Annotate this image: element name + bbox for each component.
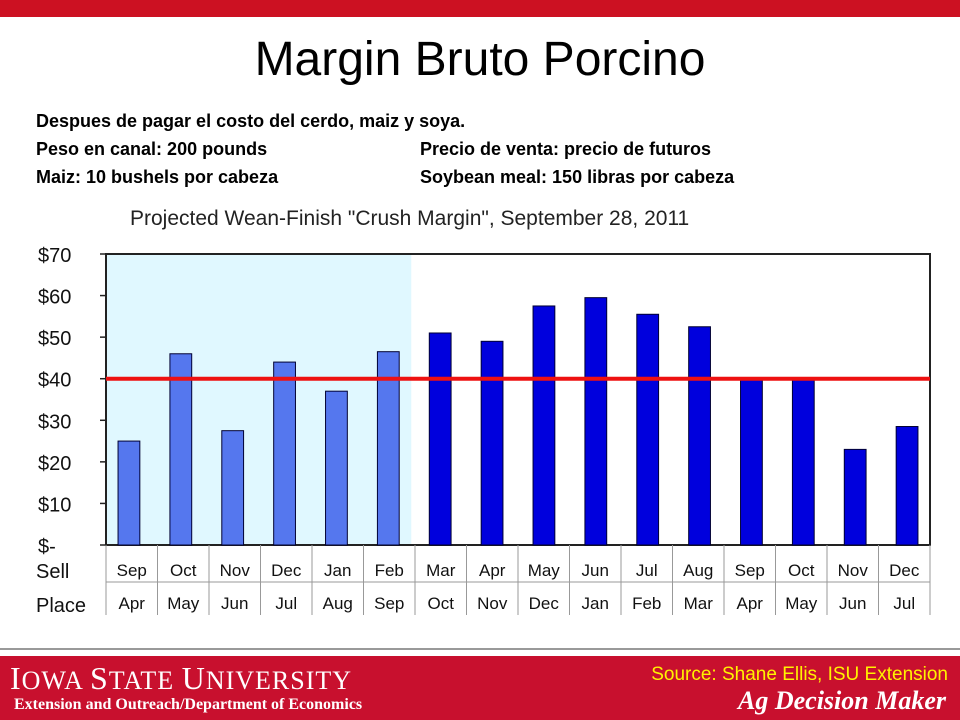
top-accent-bar <box>0 0 960 17</box>
sell-month-label: Feb <box>375 561 404 580</box>
subtitle-sale-price: Precio de venta: precio de futuros <box>420 139 712 159</box>
subtitle-carcass-weight: Peso en canal: 200 pounds <box>36 139 268 159</box>
historical-bar <box>117 440 141 546</box>
subtitle-line-1: Despues de pagar el costo del cerdo, mai… <box>36 111 466 131</box>
sell-month-label: Dec <box>271 561 302 580</box>
chart-title: Projected Wean-Finish "Crush Margin", Se… <box>130 207 689 230</box>
sell-month-label: Jun <box>582 561 609 580</box>
place-month-label: Jan <box>582 594 609 613</box>
place-month-label: Aug <box>323 594 353 613</box>
sell-month-label: Aug <box>683 561 713 580</box>
projected-bar <box>688 326 711 546</box>
projected-bar <box>843 448 867 546</box>
place-month-label: Jul <box>893 594 915 613</box>
place-month-label: May <box>167 594 200 613</box>
ag-decision-maker-brand: Ag Decision Maker <box>738 686 946 715</box>
projected-bar <box>740 378 763 546</box>
place-row-label: Place <box>36 595 86 617</box>
historical-bar <box>221 430 245 546</box>
y-tick-label: $30 <box>38 411 71 433</box>
slide-title: Margin Bruto Porcino <box>254 33 706 86</box>
y-tick-label: $50 <box>38 328 71 350</box>
historical-region-shade <box>106 254 412 545</box>
place-month-label: Oct <box>428 594 455 613</box>
sell-month-label: May <box>528 561 561 580</box>
footer-divider <box>0 648 960 650</box>
place-month-label: Apr <box>737 594 764 613</box>
projected-bar <box>584 297 608 546</box>
y-tick-label: $60 <box>38 287 71 309</box>
place-month-label: Nov <box>477 594 508 613</box>
iowa-state-university-logo: IOWA STATE UNIVERSITY <box>10 660 353 696</box>
place-month-label: Mar <box>684 594 714 613</box>
place-month-label: Jun <box>221 594 248 613</box>
historical-bar <box>273 361 296 546</box>
projected-bar <box>532 305 556 546</box>
footer-band: IOWA STATE UNIVERSITY Extension and Outr… <box>0 656 960 720</box>
projected-bar <box>636 313 660 546</box>
sell-month-label: Nov <box>220 561 251 580</box>
sell-month-label: Jul <box>636 561 658 580</box>
sell-row-label: Sell <box>36 561 69 583</box>
subtitle-soybean-meal: Soybean meal: 150 libras por cabeza <box>420 167 735 187</box>
place-month-label: Dec <box>529 594 560 613</box>
place-month-label: Feb <box>632 594 661 613</box>
place-month-label: Apr <box>119 594 146 613</box>
sell-month-label: Mar <box>426 561 456 580</box>
y-tick-label: $10 <box>38 494 71 516</box>
sell-month-label: Sep <box>117 561 147 580</box>
historical-bar <box>376 351 400 546</box>
historical-bar <box>169 353 193 546</box>
sell-month-label: Apr <box>479 561 506 580</box>
crush-margin-chart: Projected Wean-Finish "Crush Margin", Se… <box>0 190 960 630</box>
y-tick-label: $40 <box>38 370 71 392</box>
source-credit: Source: Shane Ellis, ISU Extension <box>651 664 948 685</box>
projected-bar <box>791 378 815 546</box>
department-label: Extension and Outreach/Department of Eco… <box>14 696 363 713</box>
place-month-label: Jul <box>275 594 297 613</box>
sell-month-label: Nov <box>838 561 869 580</box>
sell-month-label: Oct <box>170 561 197 580</box>
y-tick-label: $20 <box>38 453 71 475</box>
y-tick-label: $70 <box>38 245 71 267</box>
historical-bar <box>325 390 348 546</box>
projected-bar <box>895 426 919 546</box>
sell-month-label: Sep <box>735 561 765 580</box>
projected-bar <box>428 332 452 546</box>
place-month-label: Jun <box>839 594 866 613</box>
y-tick-label: $- <box>38 536 56 558</box>
sell-month-label: Jan <box>324 561 351 580</box>
chart-svg: Projected Wean-Finish "Crush Margin", Se… <box>36 207 931 617</box>
place-month-label: Sep <box>374 594 404 613</box>
sell-month-label: Oct <box>788 561 815 580</box>
place-month-label: May <box>785 594 818 613</box>
projected-bar <box>480 340 504 546</box>
sell-month-label: Dec <box>889 561 920 580</box>
subtitle-corn: Maiz: 10 bushels por cabeza <box>36 167 279 187</box>
